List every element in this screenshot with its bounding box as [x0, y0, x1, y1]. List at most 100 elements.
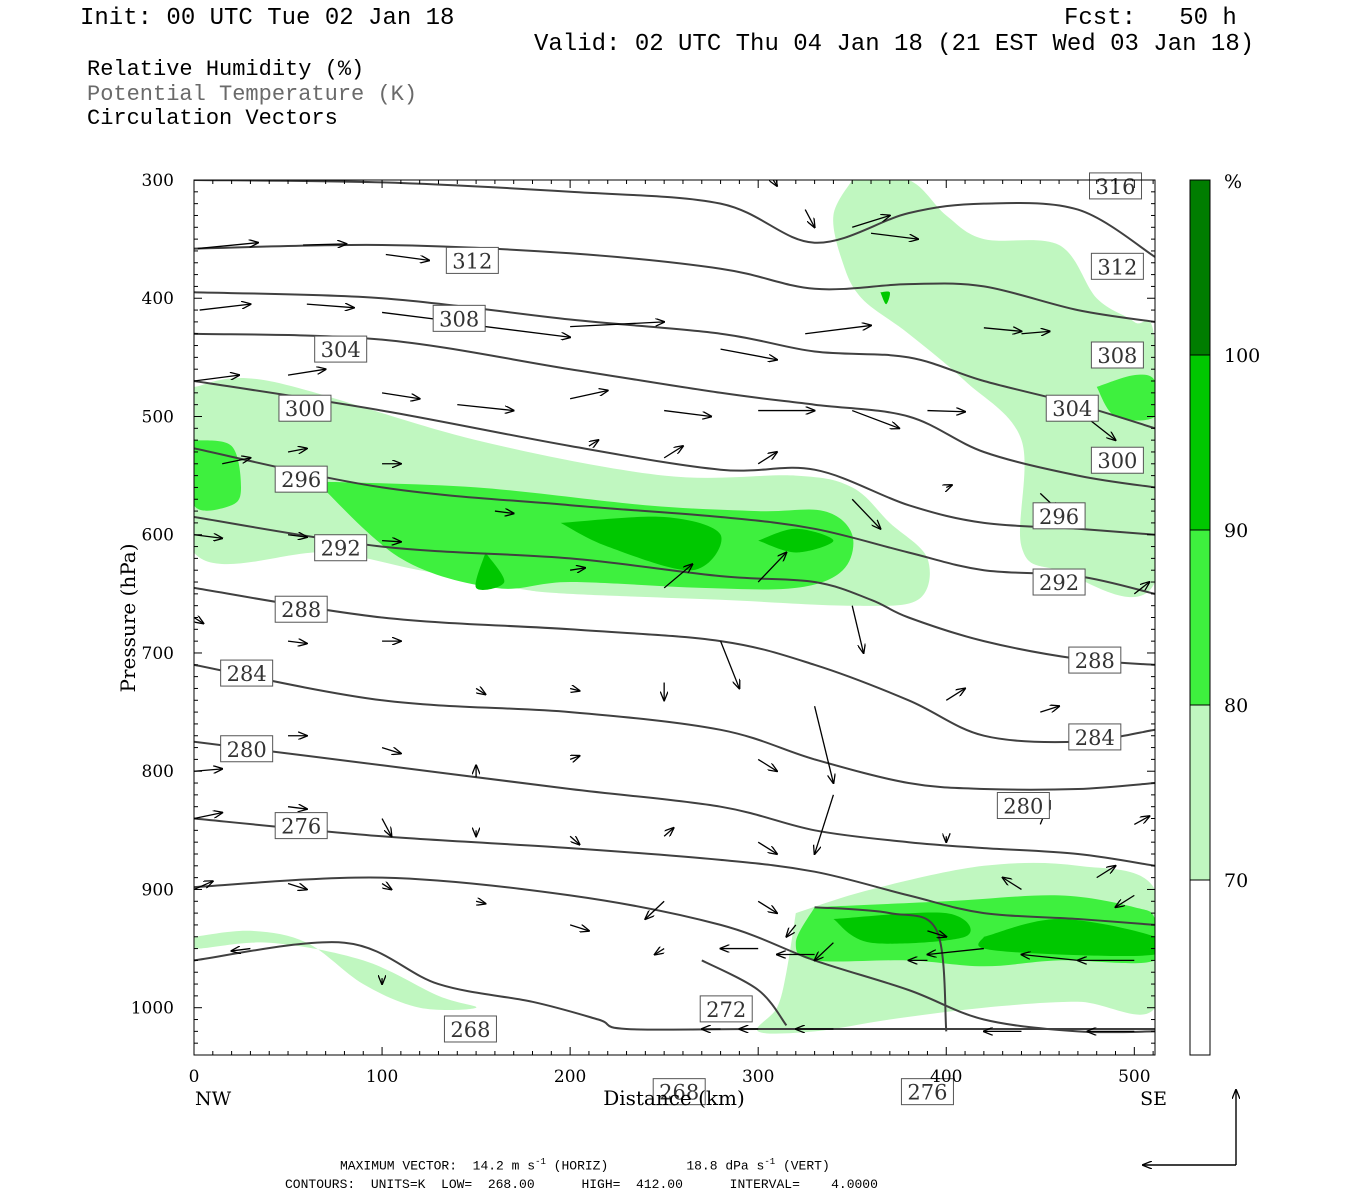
isentrope-272-11 [194, 876, 1155, 1034]
circulation-vector-83 [1096, 866, 1116, 879]
max-vector-horiz: 14.2 m s [472, 1158, 536, 1174]
circulation-vector-4 [306, 304, 354, 308]
rh-region-80-90-5 [194, 440, 241, 511]
circulation-vector-50 [475, 688, 485, 694]
circulation-vector-81 [927, 930, 946, 937]
circulation-vector-38 [287, 535, 307, 537]
isentrope-label-text: 288 [1075, 649, 1115, 673]
circulation-vector-45 [719, 640, 740, 688]
isentrope-292-6 [194, 516, 1155, 666]
isentrope-label-9: 276 [274, 812, 328, 840]
circulation-vector-62 [287, 807, 307, 809]
isentrope-284-8 [194, 663, 1155, 791]
isentrope-label-12: 268 [652, 1078, 706, 1106]
circulation-vector-85 [232, 949, 251, 951]
isentrope-label-23: 280 [996, 792, 1050, 820]
x-tick-label-500: 500 [1118, 1067, 1150, 1087]
y-axis-title: Pressure (hPa) [116, 544, 140, 693]
circulation-vector-33 [851, 498, 880, 529]
isentrope-label-1: 308 [432, 304, 486, 332]
colorbar: % 70 80 90 100 [1189, 171, 1260, 1056]
y-tick-label-700: 700 [142, 644, 174, 664]
isentrope-316-0 [194, 180, 1155, 258]
isentrope-288-7 [194, 586, 1155, 744]
circulation-vector-34 [946, 485, 952, 487]
isentrope-label-text: 268 [659, 1081, 699, 1105]
circulation-vector-67 [757, 841, 777, 854]
circulation-vector-9 [805, 325, 871, 335]
isentrope-label-text: 272 [706, 998, 746, 1022]
circulation-vector-8 [720, 348, 777, 360]
isentrope-label-text: 300 [1097, 449, 1137, 473]
y-tick-label-800: 800 [142, 762, 174, 782]
circulation-vector-56 [570, 756, 579, 760]
isentrope-label-text: 312 [452, 249, 492, 273]
circulation-vector-74 [381, 884, 391, 890]
rh-region-80-90-8 [1096, 374, 1155, 421]
isentrope-label-text: 280 [227, 738, 267, 762]
isentrope-label-19: 296 [1032, 502, 1086, 530]
circulation-vector-43 [851, 605, 863, 653]
circulation-vector-13 [457, 404, 513, 411]
field-vectors-title: Circulation Vectors [87, 106, 338, 131]
isentrope-label-text: 284 [1075, 726, 1115, 750]
isentrope-300-4 [194, 380, 1155, 536]
isentrope-label-text: 296 [281, 468, 321, 492]
circulation-vector-58 [813, 706, 834, 783]
isentrope-label-text: 292 [321, 537, 361, 561]
isentrope-label-15: 312 [1090, 252, 1144, 280]
isentrope-label-text: 304 [321, 338, 361, 362]
colorbar-band-90 [1189, 354, 1211, 531]
circulation-vector-21 [1021, 331, 1049, 333]
colorbar-band-70 [1189, 704, 1211, 881]
isentrope-label-text: 292 [1039, 571, 1079, 595]
rh-region-90-100-11 [475, 552, 505, 590]
isentrope-label-box [1068, 646, 1122, 674]
colorbar-band-white [1189, 879, 1211, 1056]
circulation-vector-27 [222, 458, 250, 465]
isentrope-label-18: 300 [1090, 446, 1144, 474]
y-tick-label-400: 400 [142, 289, 174, 309]
isentrope-label-box [432, 304, 486, 332]
circulation-vector-80 [815, 942, 834, 961]
isentrope-label-14: 316 [1089, 172, 1143, 200]
circulation-vector-18 [927, 411, 965, 412]
isentrope-label-text: 316 [1095, 175, 1135, 199]
max-vector-vert-tail: (VERT) [775, 1158, 830, 1174]
max-vector-label: MAXIMUM VECTOR: [340, 1158, 458, 1174]
circulation-vector-59 [945, 688, 965, 701]
isentrope-280-9 [194, 740, 1155, 867]
circulation-vector-31 [663, 446, 683, 459]
init-time: Init: 00 UTC Tue 02 Jan 18 [80, 5, 455, 32]
circulation-vector-51 [570, 688, 579, 690]
circulation-vector-20 [983, 328, 1022, 332]
isentrope-label-13: 276 [900, 1078, 954, 1106]
circulation-vector-26 [927, 162, 946, 168]
circulation-vector-17 [851, 409, 899, 429]
max-vector-vert: 18.8 dPa s [686, 1158, 765, 1174]
field-rh-title: Relative Humidity (%) [87, 57, 365, 82]
colorbar-tick-80: 80 [1224, 695, 1248, 717]
circulation-vector-2 [385, 253, 429, 260]
y-tick-label-500: 500 [142, 407, 174, 427]
forecast-hour: Fcst: 50 h [1064, 5, 1237, 32]
isentrope-label-text: 280 [1003, 795, 1043, 819]
isentrope-label-8: 280 [220, 735, 274, 763]
contour-info: CONTOURS: UNITS=K LOW= 268.00 HIGH= 412.… [285, 1177, 878, 1192]
x-tick-label-400: 400 [930, 1067, 962, 1087]
isentrope-label-box [1045, 394, 1099, 422]
isentrope-label-text: 300 [285, 397, 325, 421]
isentrope-label-box [1090, 252, 1144, 280]
x-axis-title: Distance (km) [603, 1086, 745, 1110]
isentrope-308-2 [194, 291, 1155, 430]
isentrope-label-11: 272 [699, 995, 753, 1023]
circulation-vector-44 [1133, 582, 1149, 595]
colorbar-tick-90: 90 [1224, 520, 1248, 542]
circulation-vector-41 [663, 564, 692, 589]
isentrope-label-box [996, 792, 1050, 820]
isentrope-label-text: 276 [907, 1081, 947, 1105]
circulation-vector-63 [381, 818, 391, 837]
isentrope-label-0: 312 [445, 246, 499, 274]
circulation-vector-71 [1133, 816, 1149, 825]
